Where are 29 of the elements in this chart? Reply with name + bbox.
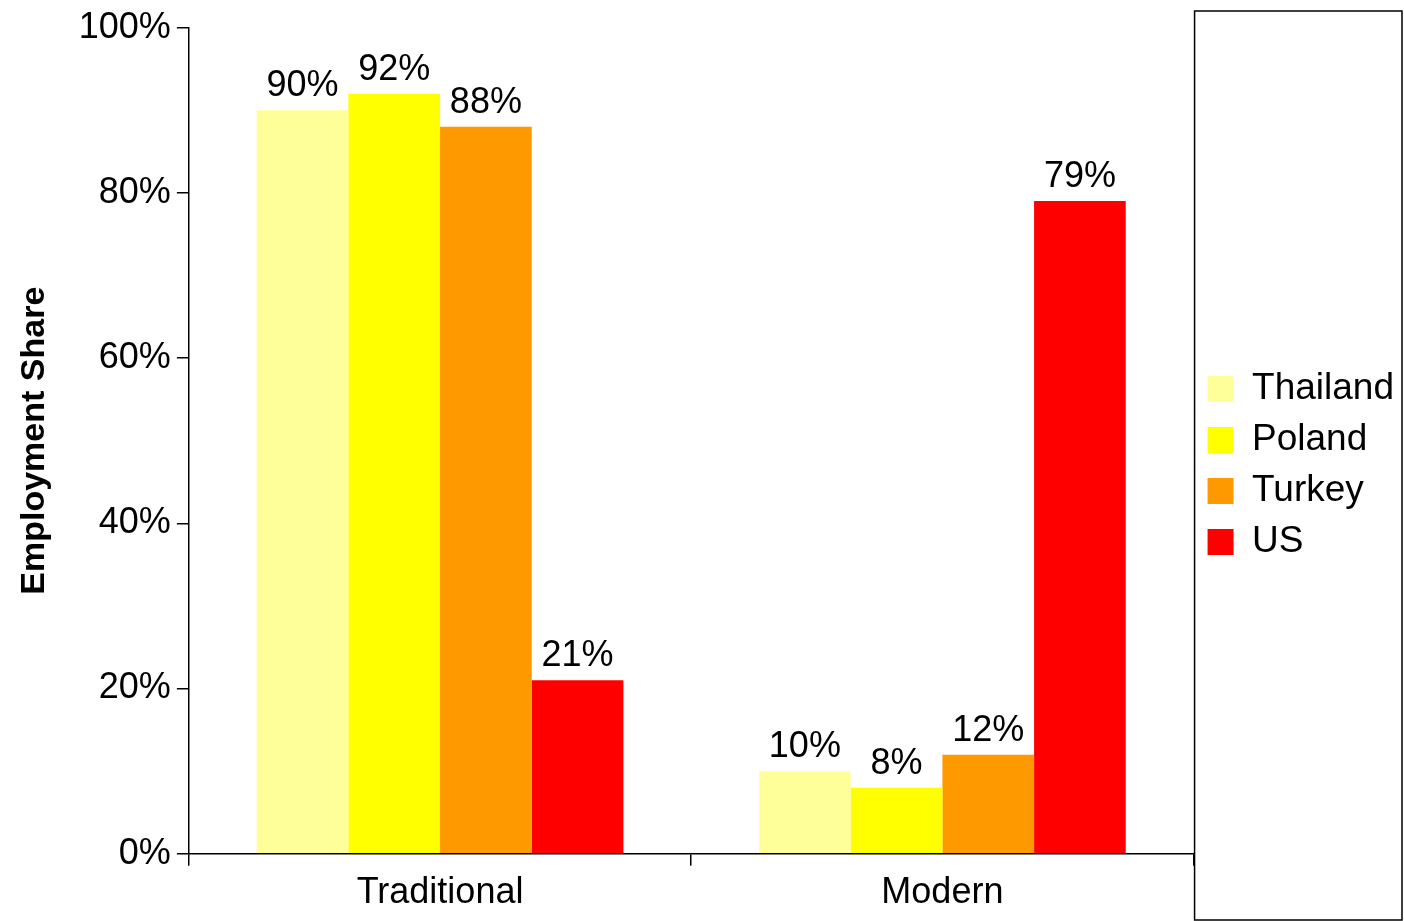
legend-label: US [1252, 519, 1304, 561]
data-label: 8% [870, 740, 923, 782]
bar [440, 126, 532, 854]
x-tick-label: Modern [881, 870, 1004, 912]
bar [850, 787, 943, 854]
x-tick-label: Traditional [356, 870, 524, 912]
y-tick-label: 80% [98, 169, 171, 211]
y-tick-label: 40% [98, 500, 171, 542]
data-label: 90% [266, 63, 339, 105]
y-tick-label: 20% [98, 665, 171, 707]
bar [1034, 201, 1126, 854]
data-label: 79% [1043, 154, 1116, 196]
y-tick-label: 60% [98, 335, 171, 376]
bar [531, 680, 624, 854]
legend-label: Thailand [1252, 366, 1395, 408]
data-label: 12% [952, 707, 1025, 749]
y-axis-title: Employment Share [12, 286, 51, 595]
data-label: 92% [358, 46, 431, 88]
bar [348, 93, 441, 854]
y-tick-label: 0% [118, 830, 171, 872]
data-label: 10% [768, 724, 841, 766]
y-tick-label: 100% [78, 4, 171, 46]
bar [759, 771, 851, 854]
data-label: 88% [449, 79, 522, 121]
bar [256, 110, 349, 854]
data-label: 21% [541, 633, 614, 675]
legend-label: Turkey [1252, 468, 1365, 510]
bar [942, 754, 1035, 854]
legend-label: Poland [1252, 417, 1368, 459]
